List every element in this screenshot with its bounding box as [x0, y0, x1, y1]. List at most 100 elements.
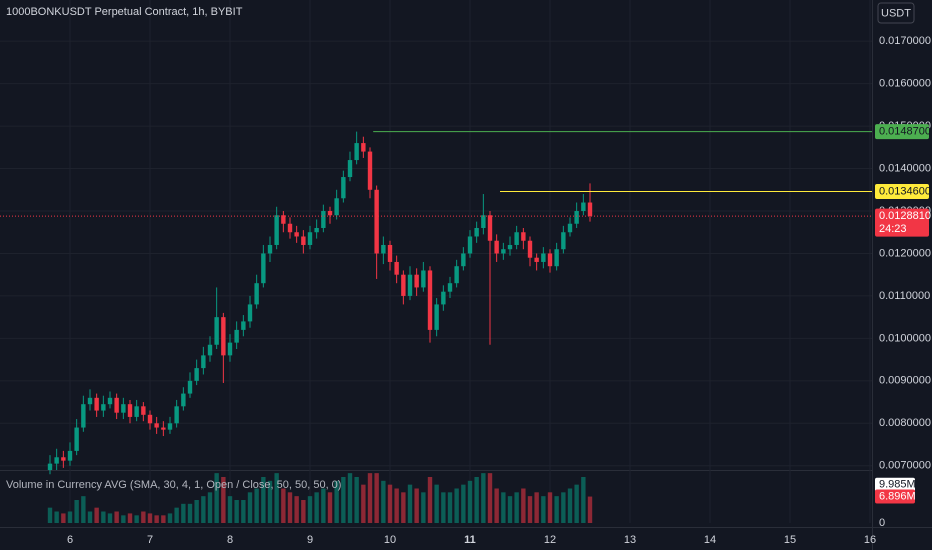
- candle-body: [287, 223, 293, 233]
- candle-body: [561, 232, 566, 250]
- volume-bar: [254, 488, 259, 523]
- candle-body: [254, 283, 259, 305]
- candle-body: [407, 274, 413, 296]
- price-label: 0.0148700: [879, 126, 931, 138]
- candle-body: [487, 215, 493, 241]
- candle-body: [587, 202, 593, 217]
- y-tick-label: 0.0140000: [879, 162, 931, 174]
- volume-bar: [74, 499, 79, 523]
- candle-body: [321, 211, 326, 228]
- currency-button[interactable]: [877, 2, 915, 24]
- volume-bar: [481, 473, 486, 523]
- candle-body: [94, 397, 99, 411]
- volume-bar: [174, 507, 179, 523]
- volume-bar: [201, 496, 206, 523]
- candle-body: [414, 274, 419, 288]
- candle-body: [427, 270, 433, 330]
- candle-body: [47, 463, 53, 470]
- volume-bar: [374, 473, 379, 523]
- volume-bar: [134, 515, 139, 523]
- volume-bar: [301, 499, 306, 523]
- candle-body: [527, 240, 533, 258]
- candle-body: [394, 261, 399, 275]
- candle-body: [174, 406, 179, 424]
- volume-bar: [181, 503, 186, 523]
- candle-body: [134, 406, 139, 417]
- candle-body: [494, 240, 499, 254]
- volume-bar: [447, 492, 453, 523]
- candles: [47, 131, 593, 475]
- volume-bar: [414, 488, 419, 523]
- y-tick-label: 0.0070000: [879, 460, 931, 472]
- volume-bar: [487, 473, 493, 523]
- volume-bar: [274, 473, 279, 523]
- candle-body: [54, 457, 59, 464]
- volume-bar: [507, 496, 513, 523]
- volume-bar: [167, 513, 173, 523]
- volume-bar: [121, 515, 126, 523]
- candle-body: [374, 189, 379, 254]
- volume-bar: [114, 511, 119, 523]
- price-label-bg: [875, 124, 929, 140]
- candle-body: [301, 236, 306, 245]
- volume-ma-label: 9.985M: [879, 479, 916, 491]
- volume-bar: [367, 473, 373, 523]
- volume-bar: [94, 507, 99, 523]
- volume-bar: [394, 488, 399, 523]
- x-tick-label: 12: [544, 534, 556, 546]
- x-tick-label: 8: [227, 534, 233, 546]
- volume-bar: [454, 488, 459, 523]
- candle-body: [574, 211, 579, 224]
- volume-bar: [327, 492, 333, 523]
- volume-bar: [567, 488, 573, 523]
- volume-bar: [61, 513, 66, 523]
- volume-bar: [154, 515, 159, 523]
- candle-body: [434, 304, 439, 330]
- volume-bar: [194, 499, 199, 523]
- volume-bar: [227, 496, 233, 523]
- volume-bar: [421, 492, 426, 523]
- candle-body: [501, 249, 506, 254]
- currency-label[interactable]: USDT: [881, 7, 911, 19]
- volume-bar: [307, 496, 313, 523]
- candle-body: [541, 253, 546, 262]
- candle-body: [207, 344, 213, 356]
- candle-body: [107, 397, 113, 405]
- volume-bar: [381, 480, 386, 523]
- volume-bar: [221, 476, 226, 523]
- countdown: 24:23: [879, 223, 907, 235]
- last-price-bg: [875, 208, 929, 237]
- volume-bar: [294, 496, 299, 523]
- x-tick-label: 7: [147, 534, 153, 546]
- candle-body: [367, 151, 373, 190]
- volume-bar: [81, 496, 86, 523]
- candle-body: [67, 450, 73, 461]
- candle-body: [534, 257, 539, 262]
- candle-body: [201, 355, 206, 369]
- candle-body: [387, 244, 393, 262]
- candle-body: [147, 414, 153, 424]
- x-tick-label: 9: [307, 534, 313, 546]
- volume-tick-label: 0: [879, 517, 885, 529]
- volume-bar: [501, 492, 506, 523]
- candle-body: [194, 368, 199, 381]
- y-tick-label: 0.0090000: [879, 375, 931, 387]
- candle-body: [227, 342, 233, 356]
- y-tick-label: 0.0160000: [879, 78, 931, 90]
- x-tick-label: 13: [624, 534, 636, 546]
- candle-body: [247, 304, 253, 322]
- volume-bar: [461, 484, 466, 523]
- volume-bar: [401, 492, 406, 523]
- last-price-label: 0.0128810: [879, 210, 931, 222]
- volume-last-bg: [875, 489, 915, 504]
- volume-bar: [514, 492, 519, 523]
- y-tick-label: 0.0080000: [879, 417, 931, 429]
- candle-body: [114, 397, 119, 413]
- candle-body: [221, 317, 226, 356]
- volume-bar: [547, 492, 553, 523]
- volume-bar: [354, 476, 359, 523]
- volume-bar: [574, 484, 579, 523]
